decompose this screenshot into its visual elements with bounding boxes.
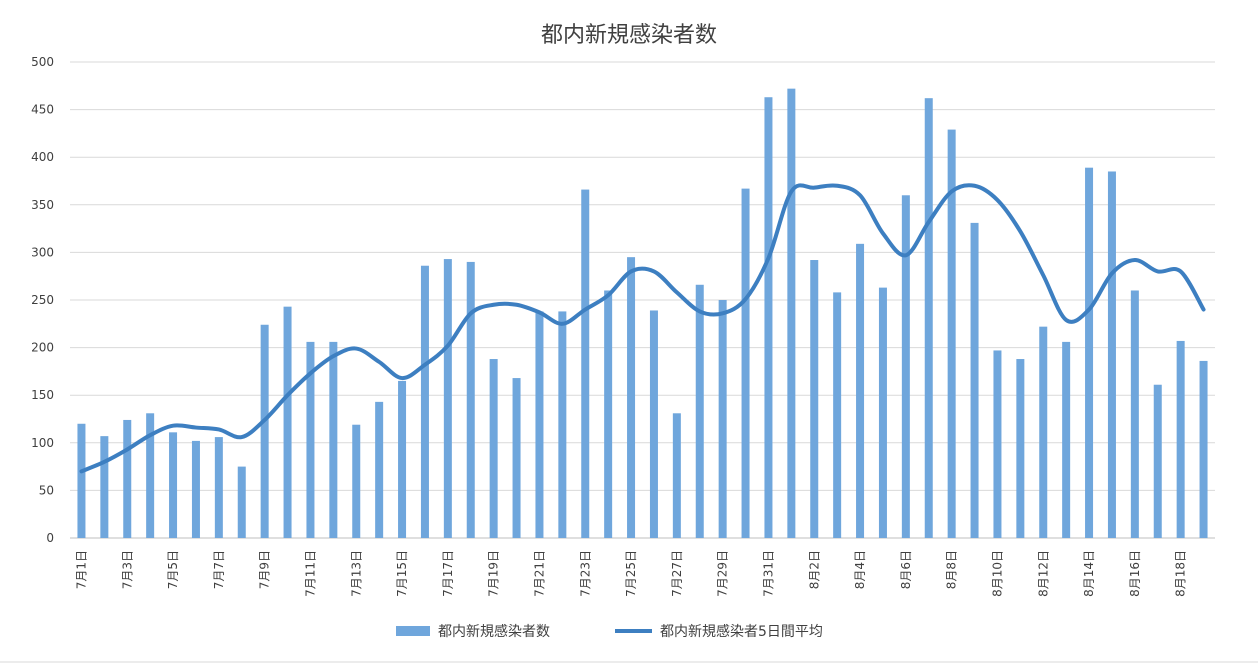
x-tick-label: 7月13日 <box>349 550 363 597</box>
bar <box>260 324 269 538</box>
bar <box>100 436 109 538</box>
y-tick-label: 500 <box>31 55 54 69</box>
bar <box>581 189 590 538</box>
x-tick-label: 8月6日 <box>899 550 913 589</box>
x-tick-label: 8月2日 <box>807 550 821 589</box>
bar <box>718 300 727 538</box>
bar <box>558 311 567 538</box>
y-tick-label: 50 <box>39 483 54 497</box>
bar <box>947 129 956 539</box>
bar <box>1062 341 1071 538</box>
bar <box>1085 167 1094 538</box>
x-tick-label: 7月27日 <box>670 550 684 597</box>
legend-line-label: 都内新規感染者5日間平均 <box>660 623 823 640</box>
bar <box>787 88 796 538</box>
bar <box>741 188 750 538</box>
x-tick-label: 7月31日 <box>761 550 775 597</box>
bar <box>1130 290 1139 538</box>
y-axis: 0 50 100 150 200 250 300 350 400 450 500 <box>31 55 54 545</box>
bar <box>764 97 773 538</box>
x-tick-label: 8月4日 <box>853 550 867 589</box>
bar-series <box>77 88 1208 539</box>
bar <box>649 310 658 538</box>
bar <box>1039 326 1048 538</box>
y-tick-label: 300 <box>31 245 54 259</box>
x-tick-label: 7月1日 <box>74 550 88 589</box>
x-tick-label: 8月18日 <box>1174 550 1188 597</box>
x-tick-label: 8月12日 <box>1036 550 1050 597</box>
bar <box>398 380 407 538</box>
x-tick-label: 7月3日 <box>120 550 134 589</box>
y-tick-label: 150 <box>31 388 54 402</box>
bar <box>306 341 315 538</box>
bar <box>512 378 521 538</box>
bar <box>810 260 819 538</box>
bar <box>993 350 1002 538</box>
bar <box>77 423 86 538</box>
x-axis: 7月1日 7月3日 7月5日 7月7日 7月9日 7月11日 7月13日 7月15日 7月17日… <box>74 550 1187 597</box>
bar <box>833 292 842 538</box>
bar <box>214 437 223 538</box>
bar <box>352 424 361 538</box>
x-tick-label: 7月23日 <box>578 550 592 597</box>
y-tick-label: 400 <box>31 150 54 164</box>
bar <box>878 287 887 538</box>
legend-bar-label: 都内新規感染者数 <box>438 623 550 640</box>
average-line <box>79 183 1206 474</box>
bar <box>191 440 200 538</box>
bar <box>1199 360 1208 538</box>
x-tick-label: 7月25日 <box>624 550 638 597</box>
bar <box>375 401 384 538</box>
bar <box>329 341 338 538</box>
bar <box>535 311 544 538</box>
bar <box>1016 359 1025 538</box>
bar <box>924 98 933 539</box>
y-tick-label: 450 <box>31 103 54 117</box>
legend-bar-swatch <box>396 626 430 636</box>
bar <box>604 290 613 538</box>
bar <box>420 265 429 538</box>
x-tick-label: 7月9日 <box>258 550 272 589</box>
y-tick-label: 350 <box>31 198 54 212</box>
x-tick-label: 8月16日 <box>1128 550 1142 597</box>
bar <box>169 432 178 538</box>
bar <box>627 257 636 538</box>
bar <box>856 243 865 538</box>
y-tick-label: 200 <box>31 341 54 355</box>
y-tick-label: 100 <box>31 436 54 450</box>
bar <box>146 413 155 538</box>
bar <box>489 359 498 538</box>
x-tick-label: 7月17日 <box>441 550 455 597</box>
bar <box>466 261 475 538</box>
bar <box>672 413 681 538</box>
x-tick-label: 8月10日 <box>990 550 1004 597</box>
x-tick-label: 7月5日 <box>166 550 180 589</box>
chart-title: 都内新規感染者数 <box>541 23 717 48</box>
x-tick-label: 8月8日 <box>945 550 959 589</box>
y-tick-label: 0 <box>46 531 54 545</box>
x-tick-label: 7月11日 <box>303 550 317 597</box>
bar <box>237 466 246 538</box>
x-tick-label: 7月15日 <box>395 550 409 597</box>
bar <box>443 259 452 538</box>
bar <box>1107 171 1116 539</box>
bar <box>1176 340 1185 538</box>
bar <box>901 195 910 538</box>
x-tick-label: 7月19日 <box>487 550 501 597</box>
legend: 都内新規感染者数 都内新規感染者5日間平均 <box>396 623 823 640</box>
bar <box>283 306 292 538</box>
x-tick-label: 7月7日 <box>212 550 226 589</box>
y-tick-label: 250 <box>31 293 54 307</box>
line-series <box>79 183 1206 474</box>
bar <box>1153 384 1162 538</box>
x-tick-label: 8月14日 <box>1082 550 1096 597</box>
x-tick-label: 7月21日 <box>532 550 546 597</box>
bar <box>970 222 979 538</box>
bar <box>695 284 704 538</box>
bar <box>123 419 132 538</box>
x-tick-label: 7月29日 <box>716 550 730 597</box>
